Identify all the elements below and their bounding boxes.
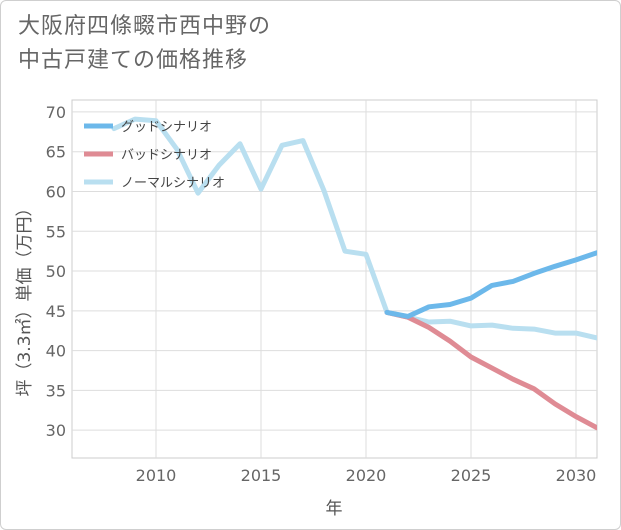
x-tick-label: 2010 [136, 466, 177, 485]
y-tick-label: 50 [46, 262, 66, 281]
series-lines [111, 116, 597, 431]
y-tick-label: 55 [46, 222, 66, 241]
legend-label: バッドシナリオ [121, 148, 212, 163]
legend-label: グッドシナリオ [121, 120, 212, 135]
x-tick-label: 2020 [346, 466, 387, 485]
legend-label: ノーマルシナリオ [121, 176, 225, 191]
x-tick-labels: 2010 2015 2020 2025 2030 [136, 466, 597, 485]
y-tick-label: 45 [46, 302, 66, 321]
series-line [111, 116, 597, 341]
series-line [384, 309, 597, 431]
y-axis-title: 坪（3.3㎡）単価（万円） [15, 199, 35, 396]
x-axis-title: 年 [326, 499, 343, 519]
y-tick-label: 70 [46, 103, 66, 122]
plot-area [71, 99, 598, 459]
y-tick-label: 35 [46, 381, 66, 400]
series-line [384, 250, 597, 319]
grid-lines [72, 100, 597, 458]
x-tick-label: 2015 [241, 466, 282, 485]
y-tick-labels: 30 35 40 45 50 55 60 65 70 [46, 103, 66, 440]
title-line-2: 中古戸建ての価格推移 [18, 48, 249, 73]
title-line-1: 大阪府四條畷市西中野の [18, 14, 272, 39]
y-tick-label: 65 [46, 143, 66, 162]
x-tick-label: 2030 [556, 466, 597, 485]
y-tick-label: 40 [46, 342, 66, 361]
y-tick-label: 60 [46, 182, 66, 201]
chart-title: 大阪府四條畷市西中野の 中古戸建ての価格推移 [18, 10, 271, 78]
x-tick-label: 2025 [451, 466, 492, 485]
y-tick-label: 30 [46, 421, 66, 440]
